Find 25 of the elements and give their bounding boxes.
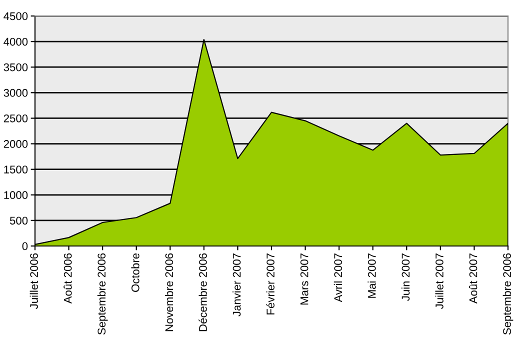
x-tick-label: Juillet 2006 (30, 253, 38, 309)
x-tick-label: Mars 2007 (300, 254, 308, 305)
x-tick-label: Septembre 2006 (502, 253, 514, 335)
y-tick-label: 2000 (4, 140, 28, 148)
y-tick-label: 3000 (4, 88, 28, 97)
y-tick-label: 4500 (4, 12, 28, 20)
x-tick-label: Août 2007 (469, 254, 478, 304)
y-tick-label: 4000 (4, 38, 28, 46)
x-tick-label: Septembre 2006 (97, 253, 108, 335)
x-tick-label: Avril 2007 (334, 254, 342, 302)
y-tick-label: 3500 (4, 63, 28, 72)
y-tick-label: 500 (10, 216, 28, 225)
y-tick-label: 2500 (4, 114, 28, 122)
x-tick-label: Juin 2007 (401, 254, 410, 301)
y-tick-label: 0 (22, 242, 28, 250)
y-tick-label: 1000 (4, 191, 28, 200)
x-tick-label: Novembre 2006 (164, 253, 174, 332)
x-tick-label: Octobre (131, 253, 140, 292)
x-tick-label: Janvier 2007 (232, 253, 241, 316)
x-tick-label: Juillet 2007 (435, 254, 444, 309)
x-tick-label: Février 2007 (266, 253, 274, 314)
x-tick-label: Mai 2007 (368, 254, 376, 298)
x-tick-label: Août 2006 (64, 253, 72, 304)
x-tick-label: Décembre 2006 (198, 253, 207, 332)
y-tick-label: 1500 (4, 166, 28, 174)
